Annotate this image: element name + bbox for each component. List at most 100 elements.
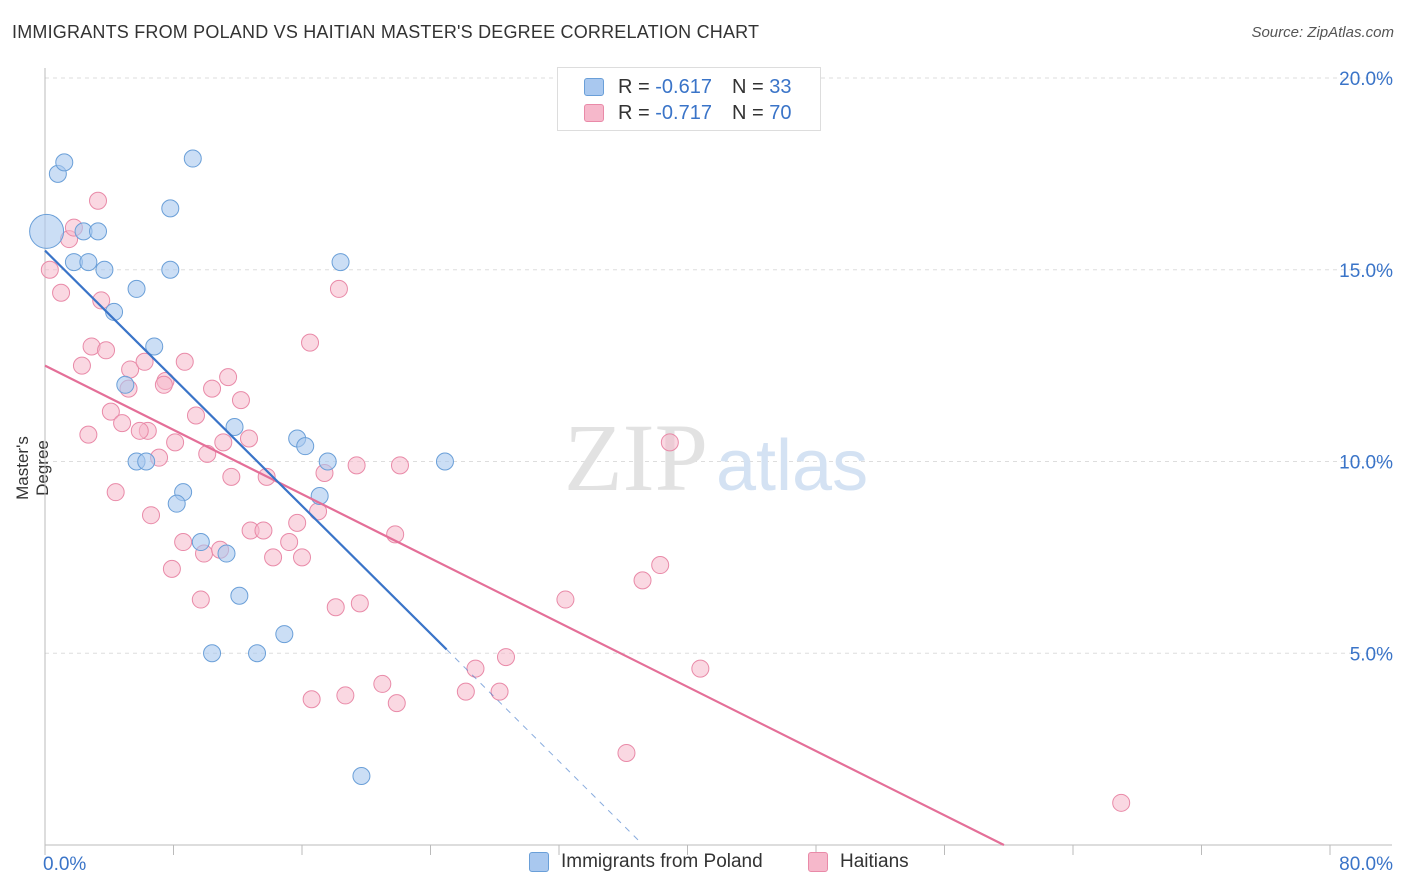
haitians-point — [373, 674, 392, 693]
haitians-point — [101, 402, 120, 421]
poland-trend-line — [44, 249, 448, 651]
haitians-points — [40, 191, 1131, 812]
haitians-point — [97, 341, 116, 360]
haitians-point — [166, 433, 185, 452]
haitians-point — [633, 571, 652, 590]
haitians-trend-line — [44, 364, 1005, 846]
legend-row-poland: R = -0.617 N = 33 — [584, 75, 791, 99]
haitians-point — [496, 648, 515, 667]
haitians-point — [135, 352, 154, 371]
watermark-zip: ZIP — [564, 404, 708, 511]
poland-point — [183, 149, 202, 168]
legend-r-label: R = — [618, 101, 650, 124]
haitians-point — [174, 533, 193, 552]
haitians-point — [106, 483, 125, 502]
poland-point — [79, 253, 98, 272]
poland-point — [248, 644, 267, 663]
haitians-point — [301, 333, 320, 352]
poland-point — [191, 533, 210, 552]
haitians-point — [214, 433, 233, 452]
bottom-legend-label-poland: Immigrants from Poland — [561, 851, 763, 872]
poland-point — [95, 260, 114, 279]
haitians-point — [1112, 793, 1131, 812]
haitians-point — [293, 548, 311, 567]
haitians-point — [326, 598, 345, 617]
axes — [44, 68, 1392, 855]
haitians-point — [390, 456, 409, 475]
poland-point — [435, 452, 454, 471]
haitians-point — [203, 379, 222, 398]
haitians-point — [79, 425, 98, 444]
haitians-swatch — [808, 852, 828, 872]
poland-point — [296, 437, 315, 456]
haitians-swatch — [584, 104, 604, 122]
poland-point — [275, 625, 294, 644]
haitians-point — [691, 659, 710, 678]
poland-swatch — [529, 852, 549, 872]
poland-point — [137, 452, 156, 471]
legend-n-value-haitians: 70 — [769, 101, 792, 124]
haitians-point — [347, 456, 366, 475]
poland-point — [29, 213, 65, 249]
source-label: Source: ZipAtlas.com — [1251, 24, 1394, 41]
poland-point — [203, 644, 222, 663]
haitians-point — [52, 283, 71, 302]
haitians-point — [40, 260, 59, 279]
legend-row-haitians: R = -0.717 N = 70 — [584, 101, 791, 125]
poland-points — [29, 149, 454, 785]
legend-n-value-poland: 33 — [769, 75, 792, 98]
x-tick-label-max: 80.0% — [1339, 854, 1393, 875]
haitians-point — [456, 682, 475, 701]
chart-title: IMMIGRANTS FROM POLAND VS HAITIAN MASTER… — [12, 22, 760, 42]
y-tick-label: 15.0% — [1339, 261, 1393, 282]
haitians-point — [239, 429, 258, 448]
poland-point — [161, 260, 180, 279]
haitians-point — [254, 521, 273, 540]
haitians-point — [113, 414, 132, 433]
haitians-point — [302, 690, 321, 709]
haitians-point — [288, 513, 307, 532]
haitians-point — [264, 548, 283, 567]
poland-point — [318, 452, 337, 471]
haitians-point — [280, 533, 299, 552]
haitians-point — [556, 590, 575, 609]
poland-point — [127, 279, 146, 298]
watermark-atlas: atlas — [716, 426, 868, 506]
tick-labels: 5.0% 10.0% 15.0% 20.0% 0.0% 80.0% — [43, 69, 1393, 875]
legend: R = -0.617 N = 33 R = -0.717 N = 70 — [557, 67, 821, 131]
poland-point — [331, 253, 350, 272]
haitians-point — [130, 421, 149, 440]
poland-point — [161, 199, 180, 218]
legend-r-label: R = — [618, 75, 650, 98]
bottom-legend-label-haitians: Haitians — [840, 851, 909, 872]
x-tick-label-min: 0.0% — [43, 854, 86, 875]
poland-point — [217, 544, 236, 563]
haitians-point — [490, 682, 509, 701]
poland-point — [89, 222, 108, 241]
poland-point — [167, 494, 186, 513]
haitians-point — [186, 406, 205, 425]
haitians-point — [175, 352, 194, 371]
legend-n-label: N = — [731, 75, 764, 98]
haitians-point — [72, 356, 91, 375]
bottom-legend-haitians: Haitians — [808, 851, 909, 873]
poland-point — [116, 375, 135, 394]
poland-swatch — [584, 78, 604, 96]
haitians-point — [162, 559, 181, 578]
haitians-point — [191, 590, 210, 609]
haitians-point — [142, 506, 161, 525]
haitians-point — [387, 694, 406, 713]
y-tick-label: 5.0% — [1350, 644, 1393, 665]
haitians-point — [154, 375, 173, 394]
haitians-point — [466, 659, 485, 678]
legend-r-value-poland: -0.617 — [655, 75, 712, 98]
bottom-legend-poland: Immigrants from Poland — [529, 851, 763, 873]
haitians-point — [651, 556, 670, 575]
legend-r-value-haitians: -0.717 — [655, 101, 712, 124]
haitians-point — [92, 291, 111, 310]
y-tick-label: 20.0% — [1339, 69, 1393, 90]
haitians-point — [617, 743, 636, 762]
haitians-point — [231, 391, 250, 410]
poland-trend-extension — [446, 649, 640, 842]
